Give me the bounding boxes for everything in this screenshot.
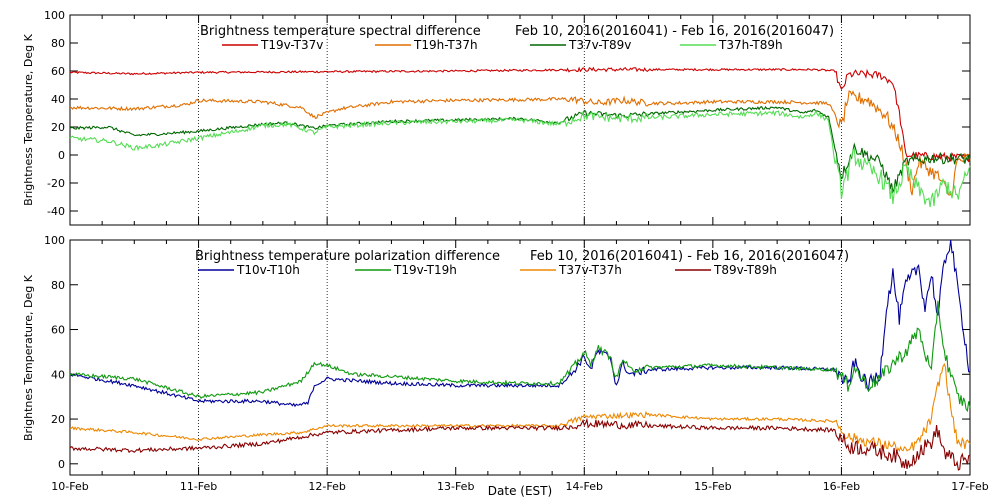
y-tick-label: 0	[58, 458, 65, 471]
y-tick-label: 0	[58, 149, 65, 162]
series-line-t37v-t37h	[69, 362, 971, 453]
legend-label: T10v-T10h	[236, 263, 300, 277]
spectral-title: Brightness temperature spectral differen…	[200, 24, 481, 39]
polarization-y-axis-label: Brightnes Temperature, Deg K	[22, 274, 35, 441]
series-line-t19v-t37v	[69, 66, 971, 163]
legend-label: T37v-T89v	[568, 38, 631, 52]
legend-label: T37h-T89h	[718, 38, 783, 52]
y-tick-label: 60	[51, 324, 65, 337]
polarization-date-range: Feb 10, 2016(2016041) - Feb 16, 2016(201…	[530, 249, 849, 264]
y-tick-label: 80	[51, 279, 65, 292]
series-line-t37v-t89v	[69, 105, 971, 194]
series-line-t10v-t10h	[69, 239, 971, 408]
y-tick-label: 100	[44, 9, 65, 22]
y-tick-label: 100	[44, 234, 65, 247]
polarization-difference-panel: Brightness temperature polarization diff…	[22, 234, 971, 476]
spectral-date-range: Feb 10, 2016(2016041) - Feb 16, 2016(201…	[515, 24, 834, 39]
x-axis-label: Date (EST)	[488, 484, 552, 498]
legend-label: T19v-T37v	[260, 38, 323, 52]
y-tick-label: 20	[51, 121, 65, 134]
x-tick-label: 14-Feb	[566, 480, 603, 493]
series-line-t19h-t37h	[70, 90, 971, 199]
legend-label: T19v-T19h	[393, 263, 457, 277]
y-tick-label: 40	[51, 368, 65, 381]
x-tick-label: 16-Feb	[823, 480, 860, 493]
series-line-t37h-t89h	[69, 109, 971, 208]
series-line-t19v-t19h	[69, 300, 971, 413]
legend-label: T89v-T89h	[713, 263, 777, 277]
x-tick-label: 15-Feb	[694, 480, 731, 493]
spectral-y-axis-label: Brightness Temperature, Deg K	[22, 33, 35, 205]
spectral-difference-panel: Brightness temperature spectral differen…	[22, 9, 971, 226]
polarization-title: Brightness temperature polarization diff…	[195, 249, 500, 264]
y-tick-label: 80	[51, 37, 65, 50]
y-tick-label: 20	[51, 413, 65, 426]
y-tick-label: 60	[51, 65, 65, 78]
legend-label: T37v-T37h	[558, 263, 622, 277]
series-line-t89v-t89h	[69, 417, 971, 471]
x-tick-label: 13-Feb	[437, 480, 474, 493]
x-axis-ticks: 10-Feb 11-Feb 12-Feb 13-Feb 14-Feb 15-Feb 16-F…	[51, 480, 988, 493]
legend-label: T19h-T37h	[413, 38, 478, 52]
x-tick-label: 12-Feb	[308, 480, 345, 493]
x-tick-label: 10-Feb	[51, 480, 88, 493]
y-tick-label: -40	[47, 205, 65, 218]
y-tick-label: 40	[51, 93, 65, 106]
x-tick-label: 17-Feb	[951, 480, 988, 493]
x-tick-label: 11-Feb	[180, 480, 217, 493]
y-tick-label: -20	[47, 177, 65, 190]
polarization-plot-frame	[69, 239, 971, 476]
